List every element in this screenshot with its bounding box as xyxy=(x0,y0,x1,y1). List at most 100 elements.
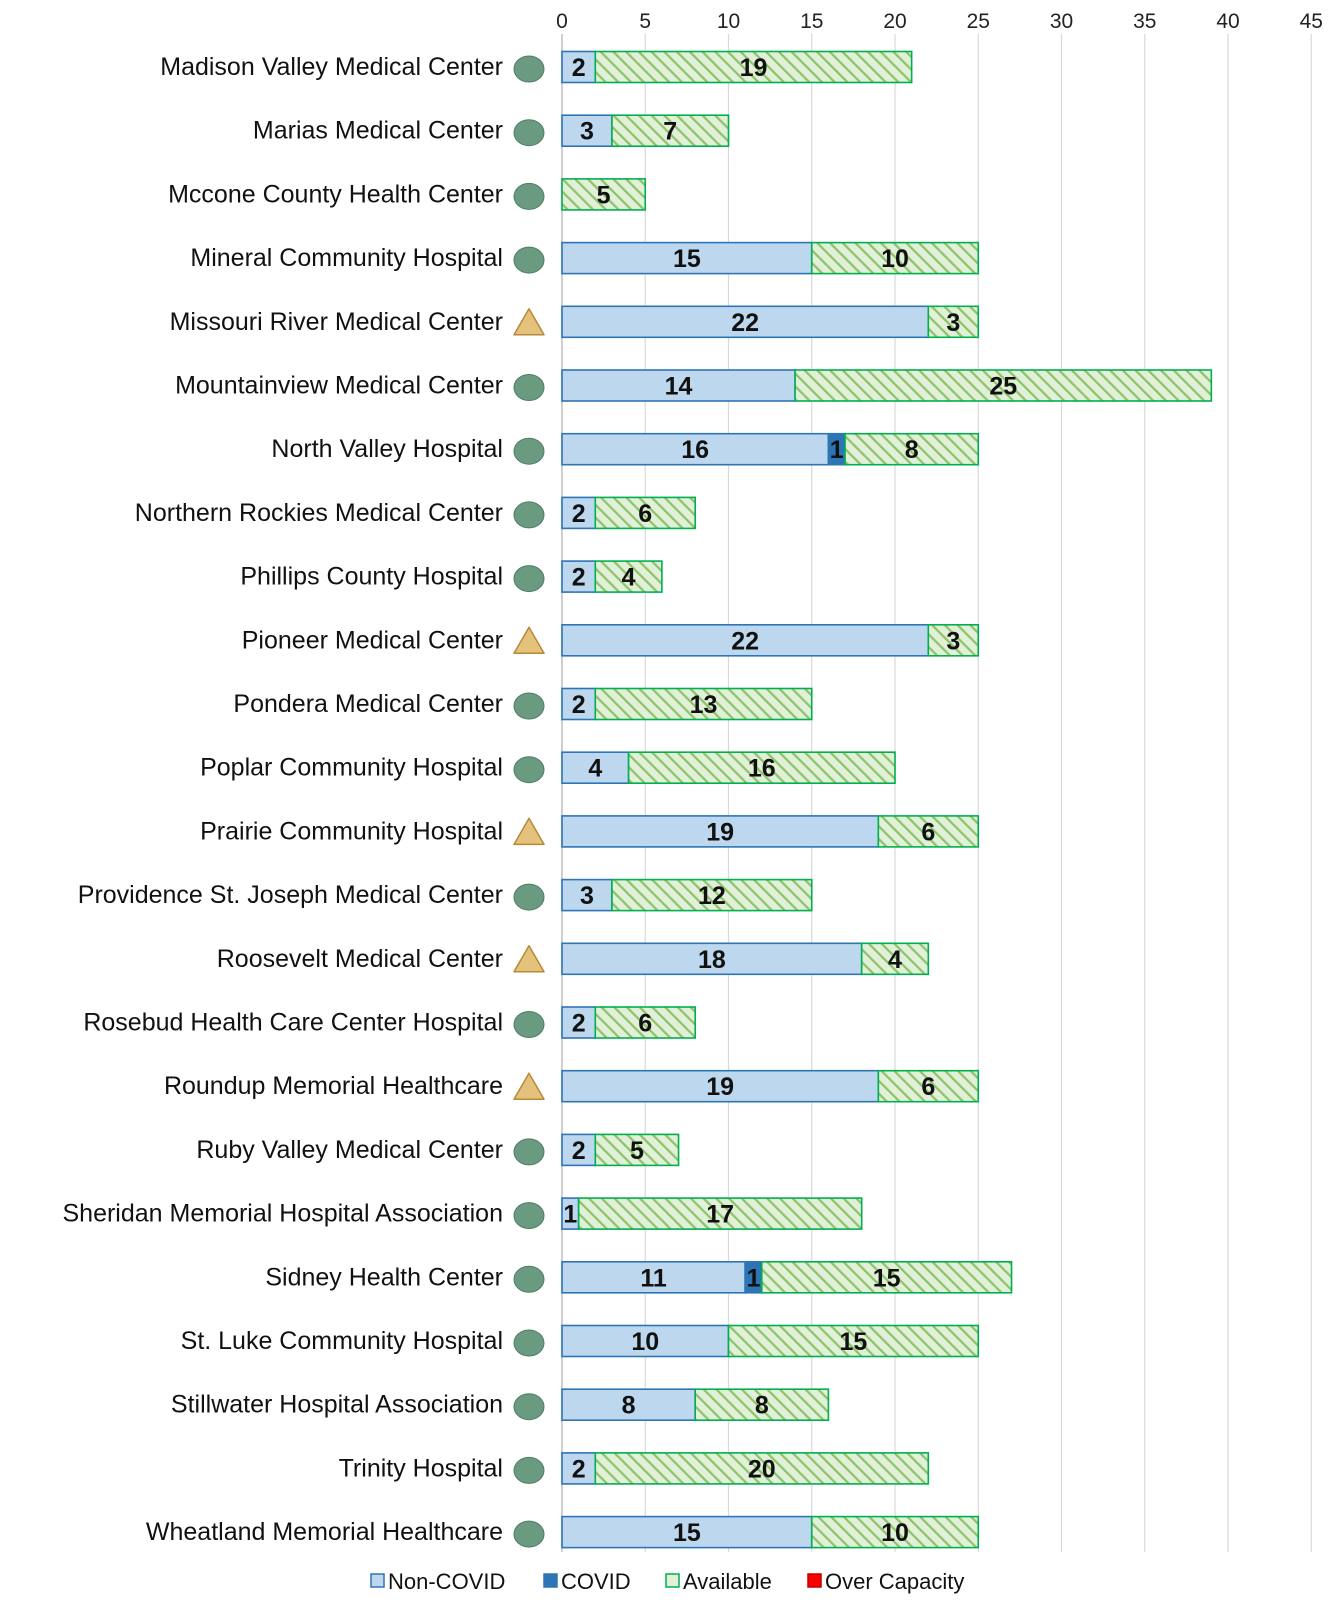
bar-available xyxy=(627,751,896,785)
status-circle-icon xyxy=(513,55,545,83)
data-label: 16 xyxy=(748,755,776,783)
category-label: Rosebud Health Care Center Hospital xyxy=(83,1009,503,1037)
data-label: 22 xyxy=(731,309,759,337)
category-label: St. Luke Community Hospital xyxy=(181,1327,503,1355)
data-label: 4 xyxy=(588,755,602,783)
x-tick-label: 35 xyxy=(1133,10,1156,33)
legend: Non-COVID COVID Available Over Capacity xyxy=(370,1569,964,1594)
legend-label: Non-COVID xyxy=(388,1569,505,1594)
x-tick-label: 40 xyxy=(1216,10,1239,33)
data-label: 2 xyxy=(572,500,586,528)
status-circle-icon xyxy=(513,374,545,401)
category-label: Roosevelt Medical Center xyxy=(217,945,503,973)
bar-non-covid xyxy=(561,114,613,147)
x-tick-label: 30 xyxy=(1050,10,1073,33)
data-label: 6 xyxy=(638,500,652,528)
data-label: 10 xyxy=(881,1519,909,1547)
bar-non-covid xyxy=(561,878,613,912)
data-label: 13 xyxy=(690,691,718,719)
bar-non-covid xyxy=(561,751,630,785)
data-label: 5 xyxy=(597,181,611,209)
data-label: 2 xyxy=(572,691,586,719)
data-label: 2 xyxy=(572,1010,586,1038)
status-circle-icon xyxy=(513,692,545,720)
data-label: 2 xyxy=(572,1137,586,1165)
category-label: Mountainview Medical Center xyxy=(175,372,503,400)
category-label: Poplar Community Hospital xyxy=(200,754,503,782)
x-tick-label: 10 xyxy=(717,10,740,33)
status-circle-icon xyxy=(513,1265,545,1293)
x-tick-label: 0 xyxy=(556,10,568,33)
data-label: 15 xyxy=(673,1519,701,1547)
status-circle-icon xyxy=(513,1393,545,1421)
status-circle-icon xyxy=(513,1202,545,1230)
bar-available xyxy=(927,305,980,339)
x-tick-label: 45 xyxy=(1300,10,1323,33)
status-circle-icon xyxy=(513,565,545,593)
bar-available xyxy=(611,114,730,147)
legend-label: COVID xyxy=(561,1569,631,1594)
bar-non-covid xyxy=(561,1324,730,1358)
data-label: 15 xyxy=(673,245,701,273)
data-label: 4 xyxy=(622,564,636,592)
status-circle-icon xyxy=(513,1329,545,1357)
bar-non-covid xyxy=(561,305,930,339)
data-label: 1 xyxy=(563,1201,577,1229)
legend-swatch-available xyxy=(665,1573,680,1588)
category-label: Pondera Medical Center xyxy=(233,690,503,718)
data-label: 15 xyxy=(839,1328,867,1356)
bar-available xyxy=(594,496,696,530)
data-label: 16 xyxy=(681,436,709,464)
data-label: 19 xyxy=(706,1073,734,1101)
bar-available xyxy=(694,1388,830,1421)
bar-available xyxy=(810,241,980,275)
category-label: Pioneer Medical Center xyxy=(242,626,503,654)
data-label: 6 xyxy=(638,1010,652,1038)
data-label: 10 xyxy=(631,1328,659,1356)
bar-available xyxy=(594,1133,680,1167)
status-circle-icon xyxy=(513,437,545,465)
status-circle-icon xyxy=(513,756,545,784)
data-label: 3 xyxy=(946,309,960,337)
data-label: 8 xyxy=(905,436,919,464)
bar-available xyxy=(860,942,930,976)
data-label: 19 xyxy=(740,54,768,82)
data-label: 6 xyxy=(921,1073,935,1101)
data-label: 6 xyxy=(921,818,935,846)
data-label: 22 xyxy=(731,627,759,655)
category-label: Phillips County Hospital xyxy=(240,563,503,591)
category-label: Providence St. Joseph Medical Center xyxy=(78,881,503,909)
data-label: 4 xyxy=(888,946,902,974)
data-label: 1 xyxy=(830,436,844,464)
status-triangle-icon xyxy=(513,817,545,846)
bar-available xyxy=(877,1069,980,1103)
category-label: Trinity Hospital xyxy=(339,1454,503,1482)
category-label: North Valley Hospital xyxy=(271,435,503,463)
bar-available xyxy=(561,178,647,211)
data-label: 19 xyxy=(706,818,734,846)
data-label: 1 xyxy=(747,1264,761,1292)
x-tick-label: 5 xyxy=(639,10,651,33)
bar-available xyxy=(927,623,980,657)
category-label: Mineral Community Hospital xyxy=(190,244,503,272)
legend-swatch-covid xyxy=(543,1573,558,1588)
x-axis-ticks: 0 5 10 15 20 25 30 35 40 45 xyxy=(556,10,1323,33)
status-circle-icon xyxy=(513,182,545,210)
status-circle-icon xyxy=(513,1520,545,1548)
bar-available xyxy=(810,1515,980,1549)
category-label: Roundup Memorial Healthcare xyxy=(164,1072,503,1100)
category-label: Marias Medical Center xyxy=(253,117,503,145)
bar-non-covid xyxy=(561,496,597,530)
status-triangle-icon xyxy=(513,1072,545,1100)
status-circle-icon xyxy=(513,883,545,911)
bar-available xyxy=(594,50,913,84)
bar-available xyxy=(594,687,813,721)
status-triangle-icon xyxy=(513,308,545,336)
x-tick-label: 25 xyxy=(967,10,990,33)
bar-available xyxy=(877,815,980,848)
data-label: 14 xyxy=(665,373,693,401)
bar-available xyxy=(594,560,663,593)
bar-available xyxy=(594,1006,696,1039)
